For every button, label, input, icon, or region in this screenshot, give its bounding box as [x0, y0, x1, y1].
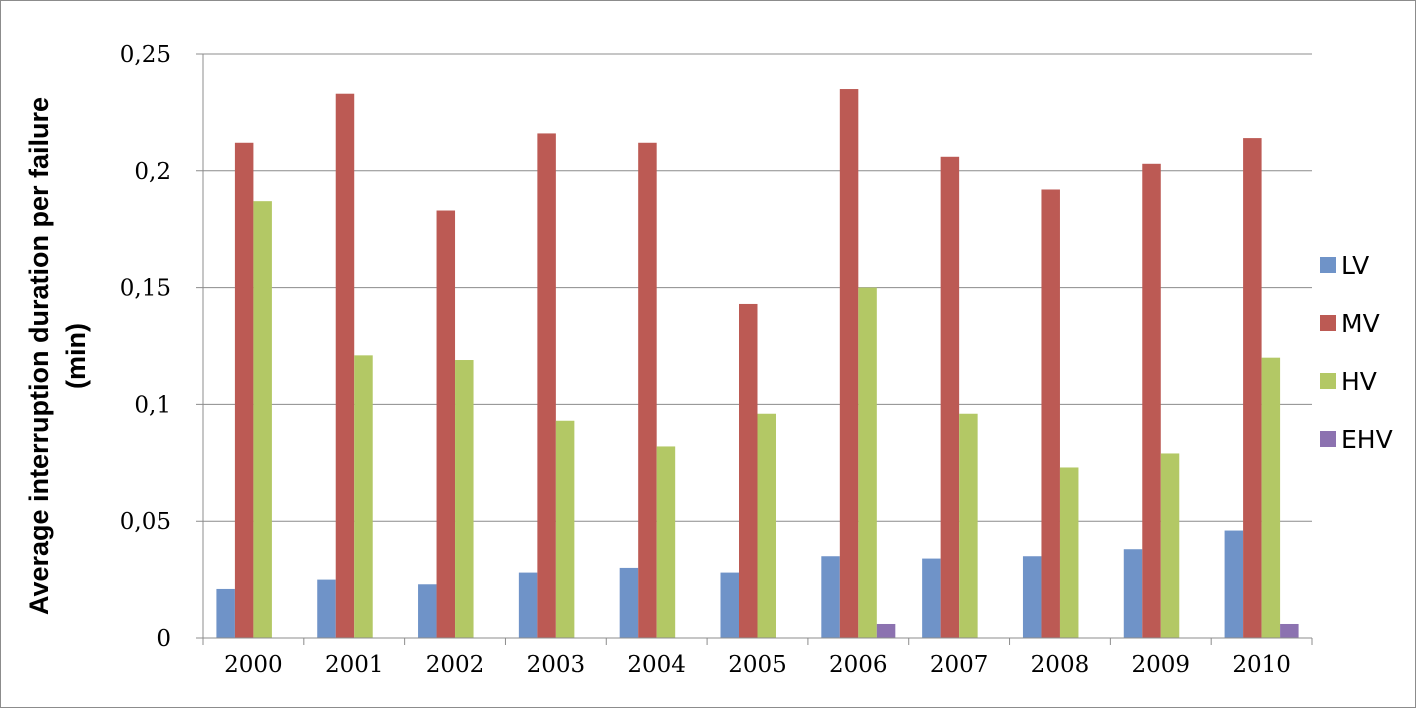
- legend-swatch-hv: [1320, 373, 1336, 389]
- x-tick-label: 2005: [728, 652, 787, 678]
- bar-mv-2009: [1142, 163, 1161, 639]
- bar-lv-2007: [922, 558, 941, 638]
- legend-label-mv: MV: [1341, 309, 1380, 338]
- bar-mv-2000: [234, 142, 254, 638]
- bar-mv-2004: [638, 142, 657, 638]
- bar-lv-2001: [317, 579, 336, 638]
- x-tick-label: 2002: [426, 652, 485, 678]
- legend-swatch-ehv: [1320, 431, 1336, 447]
- legend-label-ehv: EHV: [1341, 425, 1393, 454]
- bar-lv-2009: [1123, 549, 1143, 638]
- legend-swatch-lv: [1320, 257, 1336, 273]
- x-tick-label: 2008: [1031, 652, 1090, 678]
- legend-label-hv: HV: [1341, 367, 1377, 396]
- legend: LV MV HV EHV: [1320, 251, 1393, 454]
- bar-lv-2003: [518, 572, 538, 638]
- x-tick-label: 2003: [527, 652, 586, 678]
- bar-mv-2005: [739, 303, 758, 638]
- y-tick-label: 0,05: [120, 509, 171, 535]
- bar-lv-2010: [1224, 530, 1244, 638]
- legend-swatch-mv: [1320, 315, 1336, 331]
- x-tick-label: 2007: [930, 652, 989, 678]
- bar-lv-2006: [821, 556, 840, 638]
- y-tick-labels: 0 0,05 0,1 0,15 0,2 0,25: [120, 42, 171, 652]
- bar-hv-2008: [1059, 467, 1079, 638]
- axes: [196, 54, 1313, 645]
- bar-hv-2002: [455, 360, 474, 638]
- y-axis-label-line-2: (min): [61, 323, 91, 389]
- bar-lv-2004: [619, 567, 639, 638]
- y-tick-label: 0,1: [134, 392, 171, 418]
- bar-mv-2002: [436, 210, 456, 638]
- bar-lv-2002: [418, 584, 437, 638]
- bar-mv-2008: [1041, 189, 1060, 638]
- bar-hv-2005: [757, 413, 776, 638]
- x-tick-label: 2009: [1131, 652, 1190, 678]
- bar-lv-2000: [216, 588, 235, 638]
- bar-mv-2010: [1243, 138, 1262, 638]
- bar-hv-2010: [1261, 357, 1281, 638]
- bar-hv-2007: [959, 413, 978, 638]
- bar-mv-2006: [839, 89, 859, 639]
- x-tick-label: 2001: [325, 652, 384, 678]
- y-tick-label: 0: [156, 626, 171, 652]
- bar-hv-2000: [253, 201, 272, 638]
- x-tick-label: 2000: [224, 652, 283, 678]
- x-tick-label: 2006: [829, 652, 888, 678]
- bar-ehv-2006: [876, 623, 896, 638]
- bar-hv-2009: [1160, 453, 1180, 638]
- bar-hv-2003: [555, 420, 575, 638]
- bar-ehv-2010: [1280, 623, 1299, 638]
- y-tick-label: 0,15: [120, 276, 171, 302]
- y-axis-label-line-1: Average interruption duration per failur…: [24, 97, 54, 615]
- bar-mv-2007: [940, 156, 960, 638]
- bar-mv-2001: [335, 93, 355, 639]
- bars: [216, 89, 1299, 639]
- y-tick-label: 0,2: [134, 159, 171, 185]
- bar-mv-2003: [537, 133, 556, 638]
- x-tick-labels: 2000 2001 2002 2003 2004 2005 2006 2007 2008 2009…: [224, 652, 1291, 678]
- bar-hv-2004: [656, 446, 676, 638]
- x-tick-label: 2004: [627, 652, 686, 678]
- legend-label-lv: LV: [1341, 251, 1369, 280]
- x-tick-label: 2010: [1232, 652, 1291, 678]
- bar-lv-2005: [720, 572, 739, 638]
- bar-lv-2008: [1022, 556, 1042, 638]
- y-tick-label: 0,25: [120, 42, 171, 68]
- bar-hv-2001: [354, 355, 373, 638]
- bar-hv-2006: [858, 287, 877, 638]
